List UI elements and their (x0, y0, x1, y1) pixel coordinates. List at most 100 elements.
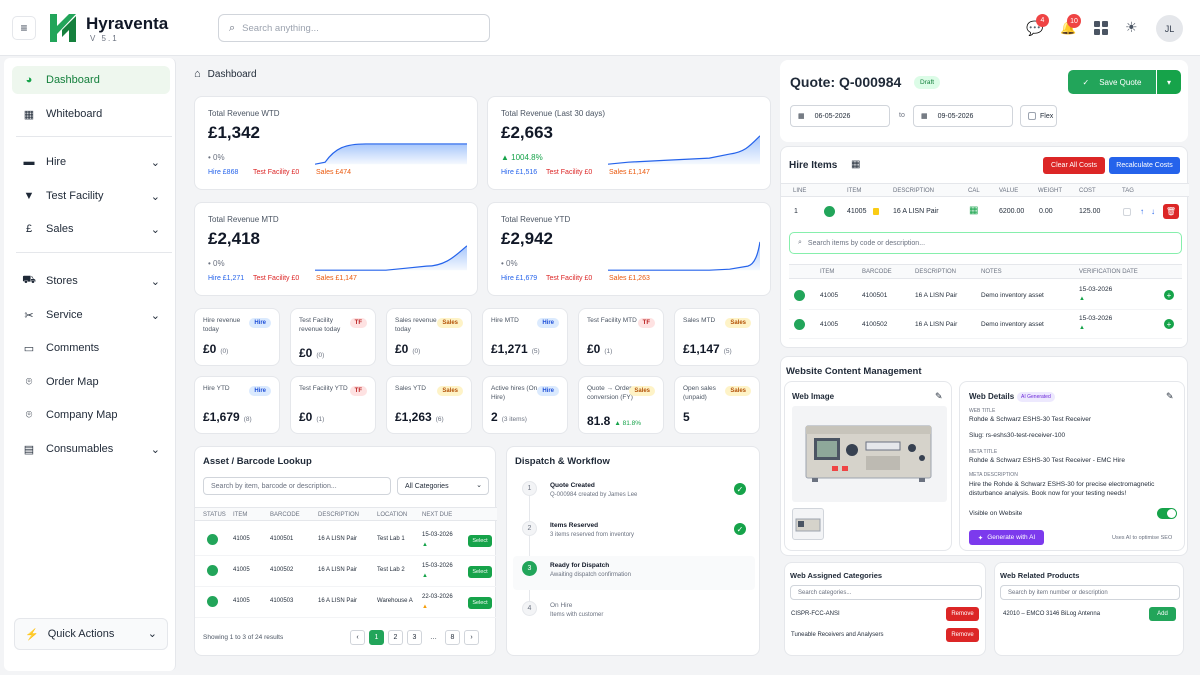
kpi-value: 81.8 ▲ 81.8% (587, 414, 641, 428)
sidebar-item-stores[interactable]: ⛟ Stores ⌄ (12, 267, 170, 295)
categories-search-input[interactable]: Search categories... (790, 585, 982, 600)
home-icon[interactable]: ⌂ (194, 68, 201, 80)
sidebar-item-test-facility[interactable]: ▼ Test Facility ⌄ (12, 182, 170, 210)
revenue-sales: Sales £474 (316, 169, 352, 176)
pagination-item[interactable]: › (464, 630, 479, 645)
kpi-card: Hire MTD Hire £1,271 (5) (482, 308, 568, 366)
cell-item: 41005 (233, 598, 250, 604)
table-row[interactable]: 41005 4100501 16 A LISN Pair Test Lab 1 15-0… (195, 525, 497, 556)
calendar-icon[interactable]: ▦ (851, 159, 861, 170)
image-thumbnail[interactable] (792, 508, 824, 540)
sidebar-item-comments[interactable]: ▭ Comments (12, 334, 170, 362)
kpi-number: £0 (203, 342, 217, 356)
table-row[interactable]: 41005 4100501 16 A LISN Pair Demo inventory… (789, 281, 1182, 310)
sidebar-item-company-map[interactable]: ⌾ Company Map (12, 401, 170, 429)
search-icon: ⌕ (229, 21, 236, 34)
kpi-label: Hire revenue today (203, 317, 241, 333)
date-from-input[interactable]: ▦ 06-05-2026 (790, 105, 890, 127)
web-image-panel: Web Image ✎ (784, 381, 952, 551)
flex-checkbox[interactable]: Flex (1020, 105, 1057, 127)
visible-toggle[interactable] (1157, 508, 1177, 519)
calibration-icon[interactable]: ▦ (969, 205, 979, 216)
asset-footer: Showing 1 to 3 of 24 results (203, 634, 284, 641)
theme-toggle-icon[interactable]: ☀ (1125, 19, 1138, 35)
apps-grid-icon[interactable] (1094, 21, 1108, 35)
search-input[interactable]: Search anything... (242, 22, 319, 34)
sidebar-item-sales[interactable]: £ Sales ⌄ (12, 215, 170, 243)
kpi-card: Test Facility revenue today TF £0 (0) (290, 308, 376, 366)
revenue-value: £1,342 (208, 123, 260, 142)
menu-toggle-button[interactable]: ≡ (12, 16, 36, 40)
add-icon[interactable]: + (1164, 290, 1174, 300)
avatar[interactable]: JL (1156, 15, 1183, 42)
kpi-number: 2 (491, 410, 498, 424)
select-button[interactable]: Select (468, 566, 492, 578)
related-search-input[interactable]: Search by item number or description (1000, 585, 1180, 600)
categories-title: Web Assigned Categories (790, 571, 883, 580)
move-down-icon[interactable]: ↓ (1151, 207, 1155, 216)
date-to-input[interactable]: ▦ 09-05-2026 (913, 105, 1013, 127)
sidebar-item-dashboard[interactable]: ◕ Dashboard (12, 66, 170, 94)
pagination-item[interactable]: 3 (407, 630, 422, 645)
col-barcode: BARCODE (270, 512, 300, 518)
sidebar-item-service[interactable]: ✂ Service ⌄ (12, 301, 170, 329)
delete-icon[interactable]: 🗑 (1163, 204, 1179, 219)
sparkle-icon: ✦ (977, 534, 984, 542)
product-image (792, 406, 947, 502)
save-options-dropdown[interactable]: ▾ (1157, 70, 1181, 94)
cell-loc: Warehouse A (377, 598, 413, 604)
revenue-hire: Hire £1,271 (208, 275, 245, 282)
move-up-icon[interactable]: ↑ (1140, 207, 1144, 216)
asset-lookup-title: Asset / Barcode Lookup (203, 456, 312, 467)
sidebar-item-whiteboard[interactable]: ▦ Whiteboard (12, 100, 170, 128)
kpi-card: Test Facility YTD TF £0 (1) (290, 376, 376, 434)
revenue-change: • 0% (501, 259, 518, 268)
revenue-sales: Sales £1,263 (609, 275, 650, 282)
revenue-test-facility: Test Facility £0 (253, 275, 300, 282)
asset-search-input[interactable]: Search by item, barcode or description..… (203, 477, 391, 495)
table-row[interactable]: 41005 4100502 16 A LISN Pair Demo inventory… (789, 310, 1182, 339)
select-button[interactable]: Select (468, 597, 492, 609)
web-title-value: Rohde & Schwarz ESHS-30 Test Receiver (969, 416, 1091, 423)
clear-costs-button[interactable]: Clear All Costs (1043, 157, 1105, 174)
kpi-sub: (5) (723, 348, 732, 355)
quick-actions-button[interactable]: ⚡ Quick Actions ⌄ (14, 618, 168, 650)
hire-item-row[interactable]: 1 41005 16 A LISN Pair ▦ 6200.00 0.00 12… (781, 199, 1189, 225)
edit-icon[interactable]: ✎ (1166, 391, 1174, 401)
table-row[interactable]: 41005 4100502 16 A LISN Pair Test Lab 2 15-0… (195, 556, 497, 587)
tag-checkbox[interactable] (1123, 208, 1131, 216)
add-related-button[interactable]: Add (1149, 607, 1176, 621)
pagination-item[interactable]: ‹ (350, 630, 365, 645)
sidebar-item-consumables[interactable]: ▤ Consumables ⌄ (12, 435, 170, 463)
generate-with-ai-button[interactable]: ✦ Generate with AI (969, 530, 1044, 545)
global-search[interactable]: ⌕ Search anything... (218, 14, 490, 42)
breadcrumb-current: Dashboard (207, 68, 257, 80)
add-icon[interactable]: + (1164, 319, 1174, 329)
recalculate-costs-button[interactable]: Recalculate Costs (1109, 157, 1180, 174)
cell-loc: Test Lab 2 (377, 567, 405, 573)
col-weight: WEIGHT (1038, 188, 1062, 194)
step-highlight (513, 556, 755, 590)
categories-card: Web Assigned Categories Search categorie… (784, 562, 986, 656)
pagination-item[interactable]: … (430, 634, 437, 641)
sidebar-item-hire[interactable]: ▬ Hire ⌄ (12, 148, 170, 176)
item-search-input[interactable]: Search items by code or description... (807, 239, 926, 247)
pagination-item[interactable]: 2 (388, 630, 403, 645)
select-button[interactable]: Select (468, 535, 492, 547)
step-subtitle: Q-000984 created by James Lee (550, 492, 638, 498)
pagination-item[interactable]: 1 (369, 630, 384, 645)
kpi-sub: (5) (531, 348, 540, 355)
sidebar-item-order-map[interactable]: ⌾ Order Map (12, 368, 170, 396)
remove-category-button[interactable]: Remove (946, 607, 979, 621)
revenue-hire: Hire £1,516 (501, 169, 538, 176)
remove-category-button[interactable]: Remove (946, 628, 979, 642)
pagination-item[interactable]: 8 (445, 630, 460, 645)
sidebar-item-label: Dashboard (46, 74, 100, 86)
item-search-box[interactable]: ⌕ Search items by code or description... (789, 232, 1182, 254)
kpi-number: £1,147 (683, 342, 720, 356)
table-row[interactable]: 41005 4100503 16 A LISN Pair Warehouse A 22-… (195, 587, 497, 618)
cell-item: 41005 (820, 321, 839, 328)
category-select[interactable]: All Categories ⌄ (397, 477, 489, 495)
edit-icon[interactable]: ✎ (935, 391, 943, 401)
save-quote-button[interactable]: ✓ Save Quote (1068, 70, 1156, 94)
